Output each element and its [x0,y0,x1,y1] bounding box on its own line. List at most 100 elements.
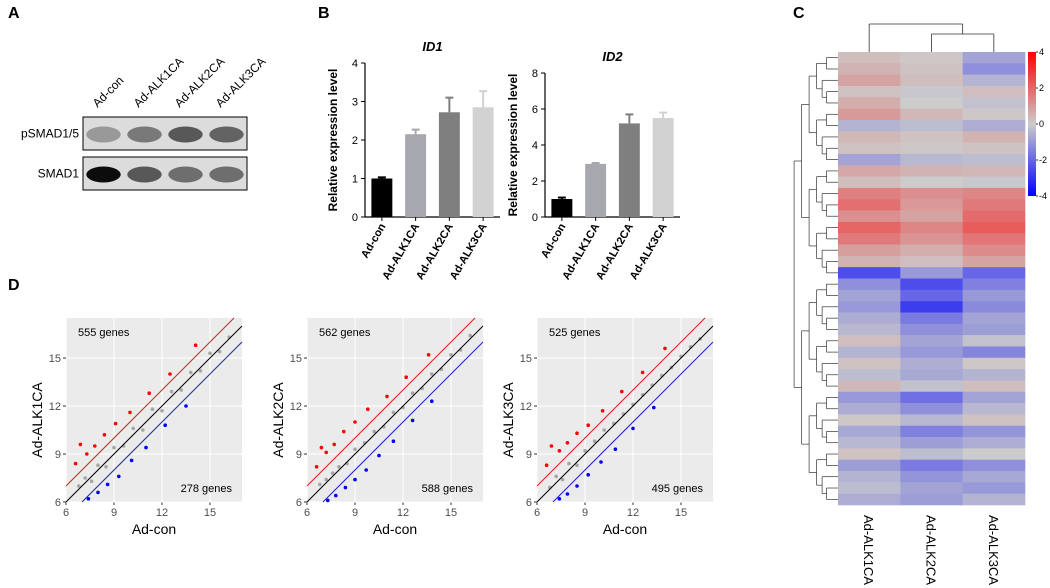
bar [405,134,427,217]
bar [371,178,393,217]
point [391,439,396,444]
point [410,391,415,396]
heatmap-cell [838,165,901,177]
heatmap-cell [962,210,1026,223]
heatmap-cell [838,199,901,211]
point [468,333,473,338]
heatmap-cell [962,255,1026,268]
point [583,449,587,453]
point [314,465,319,469]
heatmap-cell [962,448,1026,460]
y-tick-label: 8 [532,68,538,80]
point [217,349,222,354]
x-axis-label: Ad-con [132,521,176,537]
y-tick-label: 9 [296,449,302,461]
point [337,465,341,469]
heatmap-cell [962,425,1026,438]
y-tick-label: 15 [520,353,532,365]
y-tick-label: 6 [532,104,538,116]
point [150,407,155,412]
chart-title: ID2 [602,49,623,64]
heatmap-cell [962,414,1026,427]
heatmap-cell [900,142,963,155]
heatmap-cell [838,459,901,472]
heatmap-cell [900,187,963,200]
y-tick-label: 12 [290,401,302,413]
colorbar-tick-label: 0 [1039,119,1044,129]
point [377,453,381,458]
bar [472,107,494,217]
heatmap-cell [838,210,901,223]
point [613,447,618,452]
point [163,423,167,428]
point [128,410,132,415]
heatmap-cell [900,493,963,506]
point [168,372,172,376]
x-tick-label: 6 [534,507,540,519]
heatmap-cell [962,74,1026,87]
point [575,484,579,488]
point [319,445,324,450]
point [189,370,193,375]
heatmap-cell [838,97,901,109]
heatmap-cell [962,459,1026,472]
point [86,497,91,501]
point [592,439,597,444]
point [549,444,554,448]
point [104,465,108,469]
y-tick-label: 15 [290,353,302,365]
annotation: 562 genes [319,327,371,339]
heatmap-cell [838,176,901,189]
y-tick-label: 4 [532,140,538,152]
point [554,474,558,479]
y-axis-label: Relative expression level [506,74,520,217]
point [586,423,590,428]
heatmap-cell [962,153,1026,166]
y-tick-label: 1 [352,174,358,186]
x-axis-label: Ad-con [373,521,417,537]
heatmap-cell [900,52,963,64]
heatmap-cell [900,233,963,245]
heatmap-cell [962,323,1026,336]
y-axis-label: Ad-ALK1CA [29,382,45,458]
x-tick-label: Ad-con [359,221,388,260]
point [391,410,396,415]
point [117,474,121,479]
y-axis-label: Ad-ALK3CA [500,382,516,458]
heatmap-cell [962,187,1026,200]
point [193,343,198,348]
heatmap-cell [962,380,1026,393]
reference-line [552,341,714,503]
heatmap-cell [962,312,1026,325]
heatmap-cell [900,255,963,268]
heatmap-cell [900,210,963,223]
heatmap-cell [962,301,1026,313]
x-tick-label: 15 [675,507,687,519]
x-tick-label: 6 [63,507,69,519]
column-label: Ad-ALK2CA [924,515,939,585]
heatmap-cell [900,403,963,415]
x-tick-label: 9 [352,507,358,519]
y-tick-label: 3 [352,97,358,109]
heatmap-cell [962,482,1026,494]
x-tick-label: 12 [627,507,639,519]
point [557,449,562,453]
point [73,461,78,466]
heatmap-cell [900,244,963,257]
heatmap-cell [838,255,901,268]
point [102,433,107,437]
y-tick-label: 6 [296,497,302,509]
heatmap-cell [838,187,901,200]
point [404,375,409,380]
heatmap-cell [838,403,901,415]
x-tick-label: 9 [111,507,117,519]
point [144,445,148,450]
point [430,372,434,376]
point [631,426,635,431]
bar [585,163,607,217]
point [565,492,570,496]
y-tick-label: 0 [532,212,538,224]
heatmap-cell [962,165,1026,177]
heatmap-cell [962,97,1026,109]
point [560,477,565,482]
